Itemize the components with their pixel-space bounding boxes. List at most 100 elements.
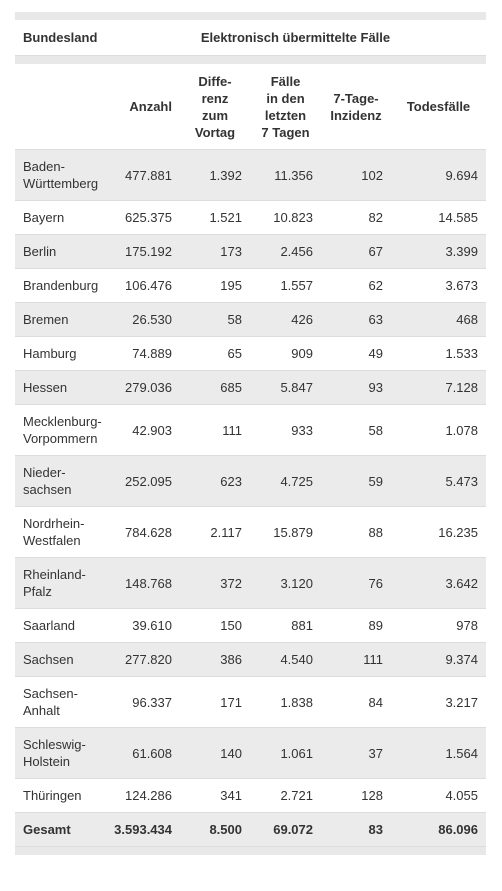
column-header: 7-Tage- Inzidenz <box>321 64 391 150</box>
value-cell: 2.456 <box>250 234 321 269</box>
value-cell: 3.217 <box>391 676 486 728</box>
value-cell: 86.096 <box>391 812 486 847</box>
name-cell: Saarland <box>15 608 105 643</box>
value-cell: 37 <box>321 727 391 779</box>
value-cell: 14.585 <box>391 200 486 235</box>
name-cell: Schleswig- Holstein <box>15 727 105 779</box>
value-cell: 84 <box>321 676 391 728</box>
value-cell: 933 <box>250 404 321 456</box>
name-cell: Gesamt <box>15 812 105 847</box>
name-cell: Sachsen <box>15 642 105 677</box>
value-cell: 74.889 <box>105 336 180 371</box>
data-table: Anzahl Diffe- renz zum Vortag Fälle in den… <box>15 64 486 847</box>
value-cell: 148.768 <box>105 557 180 609</box>
value-cell: 58 <box>180 302 250 337</box>
name-cell: Sachsen- Anhalt <box>15 676 105 728</box>
table-row: Sachsen- Anhalt 96.337 171 1.838 84 3.217 <box>15 676 486 728</box>
value-cell: 623 <box>180 455 250 507</box>
value-cell: 150 <box>180 608 250 643</box>
name-cell: Mecklenburg- Vorpommern <box>15 404 105 456</box>
value-cell: 8.500 <box>180 812 250 847</box>
bottom-band <box>15 847 486 855</box>
top-band <box>15 12 486 20</box>
column-header: Todesfälle <box>391 64 486 150</box>
name-cell: Thüringen <box>15 778 105 813</box>
value-cell: 1.392 <box>180 149 250 201</box>
value-cell: 685 <box>180 370 250 405</box>
value-cell: 102 <box>321 149 391 201</box>
name-cell: Hessen <box>15 370 105 405</box>
value-cell: 3.673 <box>391 268 486 303</box>
value-cell: 93 <box>321 370 391 405</box>
table-row: Baden- Württemberg 477.881 1.392 11.356 102 9… <box>15 149 486 201</box>
value-cell: 63 <box>321 302 391 337</box>
value-cell: 128 <box>321 778 391 813</box>
table-row: Bayern 625.375 1.521 10.823 82 14.585 <box>15 200 486 235</box>
value-cell: 3.399 <box>391 234 486 269</box>
value-cell: 909 <box>250 336 321 371</box>
column-header-row: Anzahl Diffe- renz zum Vortag Fälle in den… <box>15 64 486 150</box>
value-cell: 61.608 <box>105 727 180 779</box>
column-header: Fälle in den letzten 7 Tagen <box>250 64 321 150</box>
value-cell: 5.847 <box>250 370 321 405</box>
header-row: Bundesland Elektronisch übermittelte Fäl… <box>15 20 486 56</box>
value-cell: 140 <box>180 727 250 779</box>
name-cell: Nordrhein- Westfalen <box>15 506 105 558</box>
value-cell: 59 <box>321 455 391 507</box>
value-cell: 15.879 <box>250 506 321 558</box>
value-cell: 89 <box>321 608 391 643</box>
value-cell: 625.375 <box>105 200 180 235</box>
value-cell: 9.374 <box>391 642 486 677</box>
value-cell: 26.530 <box>105 302 180 337</box>
value-cell: 65 <box>180 336 250 371</box>
mid-band <box>15 56 486 64</box>
value-cell: 277.820 <box>105 642 180 677</box>
table-row: Hamburg 74.889 65 909 49 1.533 <box>15 336 486 371</box>
value-cell: 171 <box>180 676 250 728</box>
value-cell: 76 <box>321 557 391 609</box>
value-cell: 881 <box>250 608 321 643</box>
value-cell: 3.642 <box>391 557 486 609</box>
value-cell: 83 <box>321 812 391 847</box>
table-row: Berlin 175.192 173 2.456 67 3.399 <box>15 234 486 269</box>
value-cell: 4.540 <box>250 642 321 677</box>
table-row: Schleswig- Holstein 61.608 140 1.061 37 1.564 <box>15 727 486 779</box>
value-cell: 1.557 <box>250 268 321 303</box>
value-cell: 386 <box>180 642 250 677</box>
value-cell: 784.628 <box>105 506 180 558</box>
value-cell: 175.192 <box>105 234 180 269</box>
value-cell: 3.120 <box>250 557 321 609</box>
value-cell: 39.610 <box>105 608 180 643</box>
name-cell: Hamburg <box>15 336 105 371</box>
name-cell: Baden- Württemberg <box>15 149 105 201</box>
total-row: Gesamt 3.593.434 8.500 69.072 83 86.096 <box>15 812 486 847</box>
name-cell: Brandenburg <box>15 268 105 303</box>
value-cell: 2.721 <box>250 778 321 813</box>
value-cell: 195 <box>180 268 250 303</box>
value-cell: 372 <box>180 557 250 609</box>
table-row: Nordrhein- Westfalen 784.628 2.117 15.879 88… <box>15 506 486 558</box>
header-table: Bundesland Elektronisch übermittelte Fäl… <box>15 20 486 56</box>
value-cell: 49 <box>321 336 391 371</box>
value-cell: 111 <box>180 404 250 456</box>
value-cell: 7.128 <box>391 370 486 405</box>
value-cell: 1.061 <box>250 727 321 779</box>
value-cell: 96.337 <box>105 676 180 728</box>
table-row: Hessen 279.036 685 5.847 93 7.128 <box>15 370 486 405</box>
value-cell: 2.117 <box>180 506 250 558</box>
value-cell: 10.823 <box>250 200 321 235</box>
value-cell: 124.286 <box>105 778 180 813</box>
value-cell: 16.235 <box>391 506 486 558</box>
value-cell: 468 <box>391 302 486 337</box>
column-header: Anzahl <box>105 64 180 150</box>
value-cell: 1.564 <box>391 727 486 779</box>
header-cell: Elektronisch übermittelte Fälle <box>105 20 486 56</box>
table-row: Nieder- sachsen 252.095 623 4.725 59 5.473 <box>15 455 486 507</box>
column-header <box>15 64 105 150</box>
value-cell: 58 <box>321 404 391 456</box>
value-cell: 4.725 <box>250 455 321 507</box>
value-cell: 111 <box>321 642 391 677</box>
value-cell: 11.356 <box>250 149 321 201</box>
value-cell: 42.903 <box>105 404 180 456</box>
